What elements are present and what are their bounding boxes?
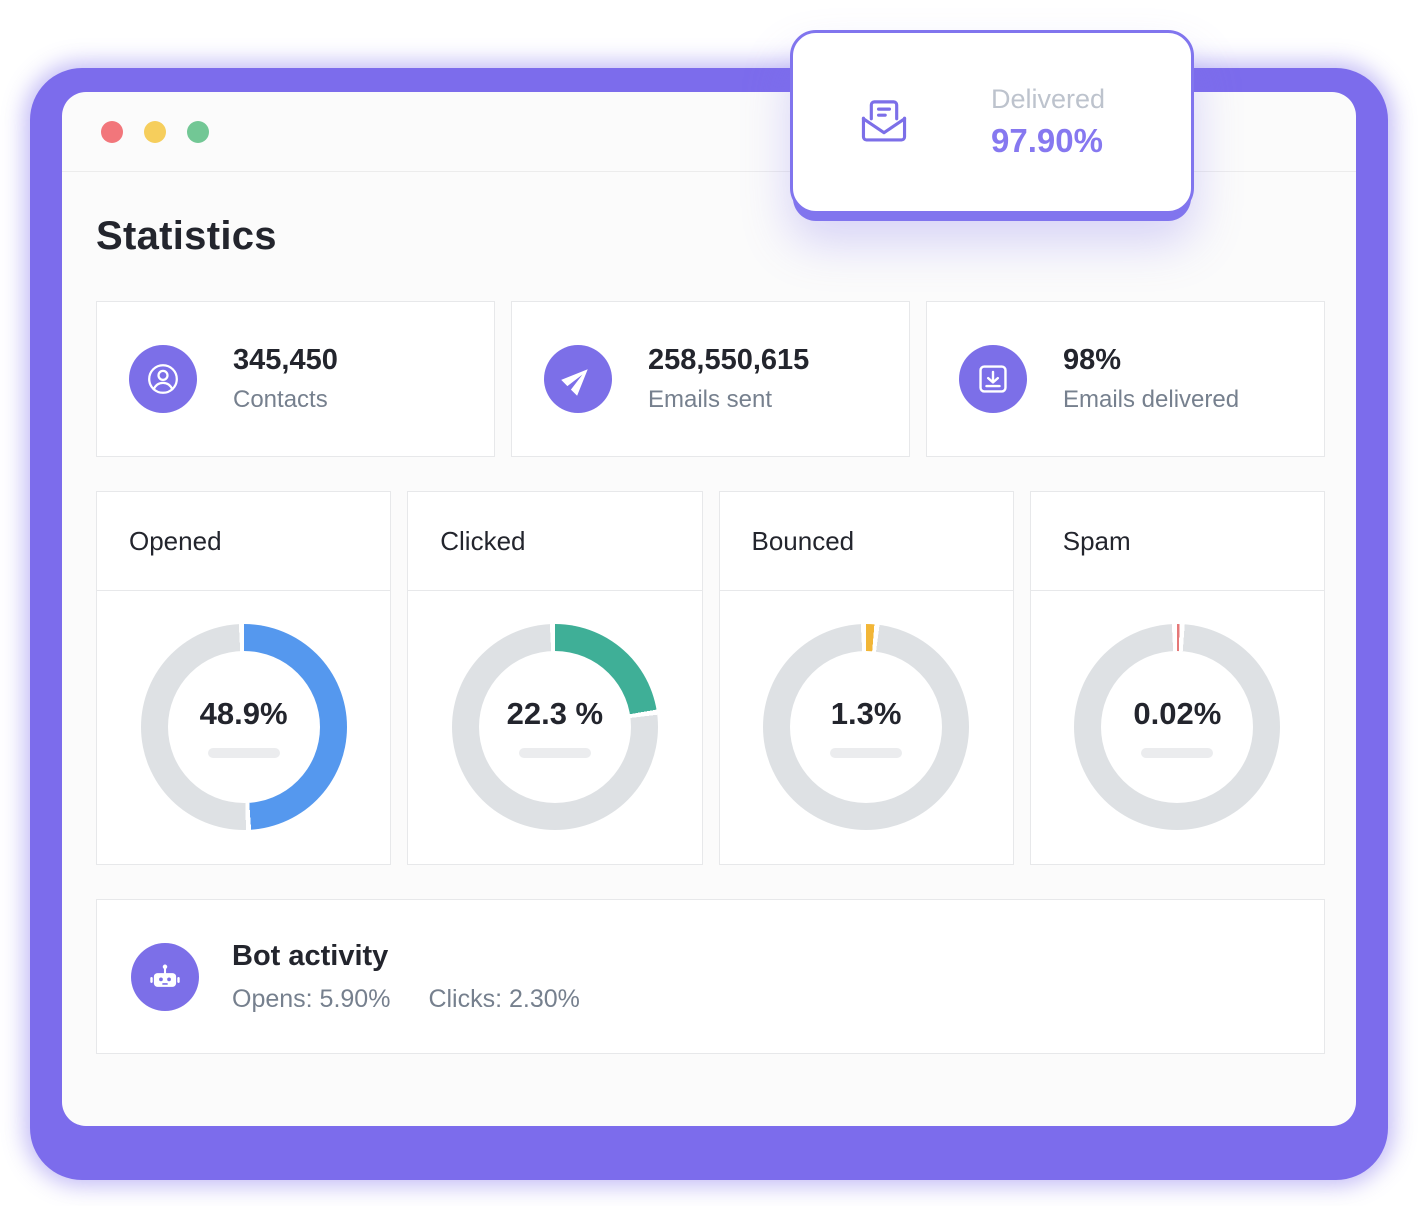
window-dot-close-icon[interactable] bbox=[101, 120, 123, 143]
chart-title-clicked: Clicked bbox=[408, 492, 702, 591]
bot-opens: Opens: 5.90% bbox=[232, 984, 391, 1013]
donut-center: 48.9% bbox=[141, 624, 347, 830]
chart-title-spam: Spam bbox=[1030, 492, 1324, 591]
donut-chart-bounced: 1.3% bbox=[720, 591, 1013, 830]
donut-pill bbox=[1141, 748, 1214, 758]
donut-ring: 1.3% bbox=[763, 624, 970, 830]
donut-hole bbox=[478, 651, 631, 803]
stat-text: 258,550,615 Emails sent bbox=[648, 344, 809, 414]
donut-pill bbox=[207, 748, 280, 758]
donut-chart-spam: 0.02% bbox=[1031, 591, 1324, 830]
contacts-icon bbox=[129, 345, 197, 413]
donut-center: 22.3 % bbox=[452, 624, 658, 830]
donut-center: 1.3% bbox=[763, 624, 969, 830]
stat-value-emails-delivered: 98% bbox=[1063, 344, 1122, 376]
browser-frame: Statistics 345,450 Contacts bbox=[30, 68, 1388, 1180]
donut-ring: 0.02% bbox=[1074, 624, 1281, 830]
chart-card-bounced: Bounced 1.3% bbox=[718, 491, 1014, 865]
open-envelope-icon bbox=[855, 91, 913, 154]
window-dot-maximize-icon[interactable] bbox=[187, 120, 209, 143]
donut-ring: 48.9% bbox=[140, 624, 347, 830]
app-window: Statistics 345,450 Contacts bbox=[62, 92, 1356, 1126]
donut-chart-clicked: 22.3 % bbox=[408, 591, 701, 830]
bot-clicks: Clicks: 2.30% bbox=[428, 984, 580, 1013]
bot-activity-stats: Opens: 5.90% Clicks: 2.30% bbox=[232, 985, 580, 1014]
stat-label-emails-sent: Emails sent bbox=[648, 386, 773, 413]
inbox-download-icon bbox=[959, 345, 1027, 413]
delivered-text: Delivered 97.90% bbox=[991, 84, 1105, 160]
stat-value-contacts: 345,450 bbox=[233, 344, 338, 376]
delivered-label: Delivered bbox=[991, 84, 1106, 114]
chart-card-clicked: Clicked 22.3 % bbox=[407, 491, 703, 865]
rate-charts-row: Opened 48.9% Clicked bbox=[96, 491, 1325, 865]
donut-percentage: 48.9% bbox=[199, 696, 288, 731]
donut-pill bbox=[830, 748, 903, 758]
stat-text: 345,450 Contacts bbox=[233, 344, 338, 414]
donut-center: 0.02% bbox=[1074, 624, 1280, 830]
donut-hole bbox=[1101, 651, 1254, 803]
statistics-panel: Statistics 345,450 Contacts bbox=[62, 172, 1356, 1054]
delivered-badge: Delivered 97.90% bbox=[790, 30, 1194, 214]
stat-value-emails-sent: 258,550,615 bbox=[648, 344, 810, 376]
page-title: Statistics bbox=[96, 214, 277, 258]
donut-ring: 22.3 % bbox=[451, 624, 658, 830]
send-icon bbox=[544, 345, 612, 413]
bot-activity-card: Bot activity Opens: 5.90% Clicks: 2.30% bbox=[96, 899, 1325, 1054]
robot-icon bbox=[131, 942, 199, 1011]
window-dot-minimize-icon[interactable] bbox=[144, 120, 166, 143]
stat-card-emails-delivered: 98% Emails delivered bbox=[926, 301, 1325, 457]
chart-title-bounced: Bounced bbox=[719, 492, 1013, 591]
summary-stats-row: 345,450 Contacts 258,550,615 Emails bbox=[96, 301, 1325, 457]
chart-title-opened: Opened bbox=[97, 492, 391, 591]
donut-percentage: 0.02% bbox=[1133, 696, 1222, 731]
bot-activity-title: Bot activity bbox=[232, 939, 389, 972]
stat-label-emails-delivered: Emails delivered bbox=[1063, 386, 1240, 413]
donut-percentage: 22.3 % bbox=[506, 696, 604, 731]
chart-card-opened: Opened 48.9% bbox=[96, 491, 392, 865]
donut-hole bbox=[790, 651, 943, 803]
donut-percentage: 1.3% bbox=[830, 696, 902, 731]
chart-card-spam: Spam 0.02% bbox=[1029, 491, 1325, 865]
donut-chart-opened: 48.9% bbox=[97, 591, 390, 830]
bot-activity-text: Bot activity Opens: 5.90% Clicks: 2.30% bbox=[232, 940, 580, 1014]
stat-card-emails-sent: 258,550,615 Emails sent bbox=[511, 301, 910, 457]
stat-text: 98% Emails delivered bbox=[1063, 344, 1239, 414]
delivered-value: 97.90% bbox=[991, 122, 1103, 159]
window-titlebar bbox=[62, 92, 1356, 172]
donut-hole bbox=[167, 651, 320, 803]
stat-card-contacts: 345,450 Contacts bbox=[96, 301, 495, 457]
donut-pill bbox=[518, 748, 591, 758]
stat-label-contacts: Contacts bbox=[233, 386, 328, 413]
